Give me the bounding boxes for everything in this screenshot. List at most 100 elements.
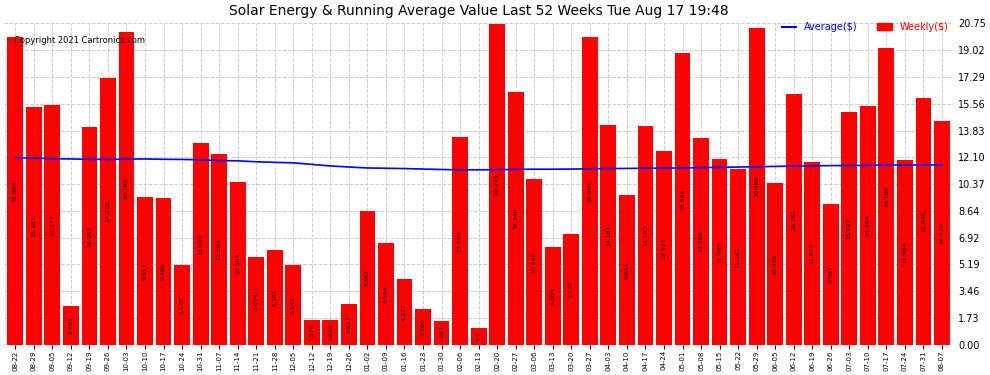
Text: 6.304: 6.304 <box>550 287 555 305</box>
Text: 11.341: 11.341 <box>736 246 741 268</box>
Text: 13.030: 13.030 <box>198 233 203 255</box>
Text: 6.594: 6.594 <box>383 285 388 303</box>
Text: 17.218: 17.218 <box>106 201 111 222</box>
Bar <box>508 92 524 345</box>
Text: 19.901: 19.901 <box>587 180 592 201</box>
Bar <box>174 265 190 345</box>
Bar <box>452 138 468 345</box>
Bar <box>489 24 505 345</box>
Bar <box>434 321 449 345</box>
Bar <box>45 105 60 345</box>
Text: 14.057: 14.057 <box>87 225 92 247</box>
Text: 18.846: 18.846 <box>680 188 685 210</box>
Bar <box>471 328 486 345</box>
Text: 10.695: 10.695 <box>532 251 537 273</box>
Bar <box>693 138 709 345</box>
Text: 5.143: 5.143 <box>291 296 296 314</box>
Bar <box>804 162 820 345</box>
Text: 1.579: 1.579 <box>309 324 315 341</box>
Bar <box>544 247 560 345</box>
Text: 5.674: 5.674 <box>253 292 258 310</box>
Text: 4.227: 4.227 <box>402 303 407 321</box>
Bar <box>916 98 932 345</box>
Text: 6.101: 6.101 <box>272 289 277 306</box>
Text: 11.985: 11.985 <box>717 241 722 263</box>
Bar <box>100 78 116 345</box>
Bar <box>638 126 653 345</box>
Bar <box>155 198 171 345</box>
Text: 15.383: 15.383 <box>32 215 37 237</box>
Text: 20.195: 20.195 <box>124 178 129 199</box>
Bar <box>267 251 282 345</box>
Text: 9.651: 9.651 <box>625 261 630 279</box>
Bar <box>63 306 79 345</box>
Text: 20.468: 20.468 <box>754 176 759 197</box>
Bar <box>415 309 431 345</box>
Bar <box>341 304 356 345</box>
Bar <box>527 179 543 345</box>
Text: 12.527: 12.527 <box>661 237 666 259</box>
Text: 20.745: 20.745 <box>495 173 500 195</box>
Bar <box>842 112 857 345</box>
Title: Solar Energy & Running Average Value Last 52 Weeks Tue Aug 17 19:48: Solar Energy & Running Average Value Las… <box>229 4 729 18</box>
Bar <box>860 106 876 345</box>
Text: 1.1: 1.1 <box>476 332 481 341</box>
Text: 7.172: 7.172 <box>569 280 574 298</box>
Text: 2.617: 2.617 <box>346 316 351 333</box>
Bar <box>878 48 894 345</box>
Text: 15.477: 15.477 <box>50 214 54 236</box>
Bar <box>731 169 746 345</box>
Bar <box>563 234 579 345</box>
Bar <box>359 211 375 345</box>
Bar <box>81 127 97 345</box>
Bar <box>601 125 616 345</box>
Bar <box>248 257 264 345</box>
Bar <box>823 204 839 345</box>
Bar <box>935 121 949 345</box>
Bar <box>230 182 246 345</box>
Legend: Average($), Weekly($): Average($), Weekly($) <box>778 18 952 36</box>
Bar <box>582 37 598 345</box>
Text: 1.551: 1.551 <box>439 324 445 342</box>
Text: 14.143: 14.143 <box>643 224 647 246</box>
Text: 1.623: 1.623 <box>328 323 333 341</box>
Text: 2.491: 2.491 <box>68 316 73 334</box>
Text: 16.340: 16.340 <box>513 207 518 229</box>
Text: 10.504: 10.504 <box>236 253 241 274</box>
Bar <box>786 94 802 345</box>
Text: 10.465: 10.465 <box>772 253 778 274</box>
Text: Copyright 2021 Cartronics.com: Copyright 2021 Cartronics.com <box>14 36 145 45</box>
Text: 9.097: 9.097 <box>829 266 834 283</box>
Bar <box>304 320 320 345</box>
Bar <box>897 160 913 345</box>
Bar <box>767 183 783 345</box>
Bar <box>397 279 413 345</box>
Text: 12.304: 12.304 <box>217 238 222 260</box>
Text: 15.022: 15.022 <box>846 217 851 239</box>
Bar <box>26 106 42 345</box>
Text: 11.814: 11.814 <box>810 243 815 264</box>
Text: 14.181: 14.181 <box>606 224 611 246</box>
Text: 13.366: 13.366 <box>699 231 704 252</box>
Bar <box>138 197 152 345</box>
Bar <box>211 154 227 345</box>
Text: 15.946: 15.946 <box>921 210 926 232</box>
Text: 19.864: 19.864 <box>13 180 18 202</box>
Text: 14.470: 14.470 <box>940 222 944 244</box>
Text: 9.486: 9.486 <box>161 262 166 280</box>
Text: 8.661: 8.661 <box>365 269 370 286</box>
Text: 5.178: 5.178 <box>179 296 184 314</box>
Bar <box>619 195 635 345</box>
Bar <box>7 37 23 345</box>
Bar <box>674 53 690 345</box>
Bar <box>378 243 394 345</box>
Text: 9.517: 9.517 <box>143 262 148 280</box>
Bar <box>323 320 339 345</box>
Bar <box>119 32 135 345</box>
Text: 19.189: 19.189 <box>884 185 889 207</box>
Text: 13.390: 13.390 <box>457 230 462 252</box>
Text: 16.181: 16.181 <box>791 209 796 230</box>
Text: 15.404: 15.404 <box>865 215 870 236</box>
Bar <box>712 159 728 345</box>
Bar <box>193 143 209 345</box>
